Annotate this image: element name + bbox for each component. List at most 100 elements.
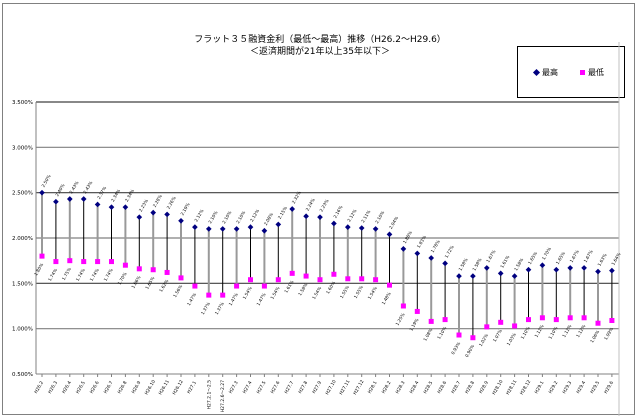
low-data-label: 1.54% <box>269 286 281 301</box>
x-tick-label: H27.2.6～2.27 <box>220 380 226 412</box>
x-tick-label: H28.6 <box>436 380 448 395</box>
legend-label-high: 最高 <box>542 68 558 77</box>
x-tick-label: H27.12 <box>352 379 365 396</box>
low-data-label: 1.47% <box>186 292 198 307</box>
high-point <box>289 206 296 212</box>
high-data-label: 2.24% <box>305 197 317 212</box>
high-data-label: 2.23% <box>138 198 150 213</box>
high-point <box>108 204 115 211</box>
high-point <box>178 217 184 224</box>
high-data-label: 2.26% <box>166 196 178 211</box>
x-tick-label: H28.3 <box>395 380 407 395</box>
high-point <box>233 226 240 232</box>
high-point <box>150 209 157 216</box>
low-data-label: 1.61% <box>283 279 295 294</box>
high-point <box>122 204 129 211</box>
high-data-label: 1.67% <box>569 249 581 264</box>
x-tick-label: H29.1 <box>534 380 546 395</box>
x-tick-label: H29.5 <box>589 380 601 395</box>
high-data-label: 2.50% <box>41 174 53 189</box>
x-tick-label: H26.9 <box>130 380 142 395</box>
y-tick-label: 1.000% <box>12 327 33 333</box>
low-point <box>484 324 490 330</box>
low-data-label: 1.58% <box>297 282 309 297</box>
legend-item-high: 最高 <box>532 67 558 78</box>
low-data-label: 1.55% <box>353 285 365 300</box>
high-point <box>205 226 212 232</box>
x-tick-label: H26.7 <box>103 380 115 395</box>
high-data-label: 1.83% <box>416 235 428 250</box>
high-data-label: 1.67% <box>485 249 497 264</box>
low-data-label: 1.10% <box>436 326 448 341</box>
high-data-label: 2.34% <box>124 188 136 203</box>
x-tick-label: H27.11 <box>338 379 351 396</box>
low-point <box>95 259 101 265</box>
x-tick-label: H27.6 <box>269 380 281 395</box>
x-tick-label: H27.8 <box>297 380 309 395</box>
x-tick-label: H27.4 <box>242 380 254 395</box>
x-tick-label: H28.4 <box>408 380 420 395</box>
low-point <box>261 283 267 289</box>
high-point <box>164 211 170 218</box>
low-point <box>39 253 45 259</box>
low-data-label: 1.74% <box>89 268 101 283</box>
low-point <box>164 269 170 275</box>
low-data-label: 1.03% <box>506 332 518 347</box>
chart-title: フラット３５融資金利（最低～最高）推移（H26.2～H29.6） <box>194 35 446 45</box>
x-tick-label: H29.6 <box>603 380 615 395</box>
low-point <box>53 259 59 265</box>
high-point <box>261 227 268 234</box>
high-data-label: 2.04% <box>388 216 400 231</box>
low-point <box>220 292 226 298</box>
x-tick-label: H28.10 <box>491 379 504 396</box>
x-tick-label: H28.1 <box>367 380 379 395</box>
x-tick-label: H27.10 <box>324 379 337 396</box>
high-point <box>456 273 462 279</box>
y-tick-label: 2.500% <box>12 191 33 197</box>
high-point <box>470 273 476 279</box>
high-point <box>386 231 393 238</box>
high-point <box>39 189 45 196</box>
low-point <box>289 270 295 276</box>
low-data-label: 1.74% <box>47 268 59 283</box>
low-data-label: 1.25% <box>395 312 407 327</box>
high-data-label: 2.15% <box>277 206 289 221</box>
x-tick-label: H26.4 <box>61 380 73 395</box>
x-tick-label: H27.9 <box>311 380 323 395</box>
low-point <box>387 282 392 288</box>
x-tick-label: H29.4 <box>575 380 587 395</box>
low-data-label: 1.19% <box>408 318 420 333</box>
high-data-label: 1.67% <box>583 249 595 264</box>
high-data-label: 2.16% <box>332 205 344 220</box>
low-point <box>567 315 573 321</box>
high-point <box>511 273 518 279</box>
low-data-label: 1.74% <box>103 268 115 283</box>
high-point <box>136 214 143 220</box>
low-point <box>136 266 142 272</box>
high-point <box>539 262 546 269</box>
low-point <box>400 303 406 309</box>
low-data-label: 1.56% <box>172 284 184 299</box>
high-point <box>595 268 601 275</box>
low-data-label: 1.47% <box>256 292 268 307</box>
x-tick-label: H26.2 <box>33 380 45 395</box>
high-point <box>497 270 504 277</box>
low-point <box>178 275 184 281</box>
x-tick-label: H26.3 <box>47 380 59 395</box>
high-point <box>428 255 435 261</box>
low-point <box>248 277 253 283</box>
high-data-label: 2.10% <box>235 210 247 225</box>
low-data-label: 1.02% <box>478 333 490 348</box>
high-point <box>94 201 101 208</box>
x-tick-label: H26.8 <box>117 380 129 395</box>
y-tick-label: 3.500% <box>12 100 33 106</box>
low-data-label: 1.54% <box>311 286 323 301</box>
low-point <box>442 317 448 323</box>
low-data-label: 1.80% <box>33 262 45 277</box>
low-data-label: 1.55% <box>339 285 351 300</box>
chart-subtitle: ＜返済期間が21年以上35年以下＞ <box>250 47 390 57</box>
high-data-label: 2.10% <box>374 210 386 225</box>
low-data-label: 1.10% <box>547 326 559 341</box>
low-point <box>595 320 601 326</box>
high-point <box>581 265 587 271</box>
